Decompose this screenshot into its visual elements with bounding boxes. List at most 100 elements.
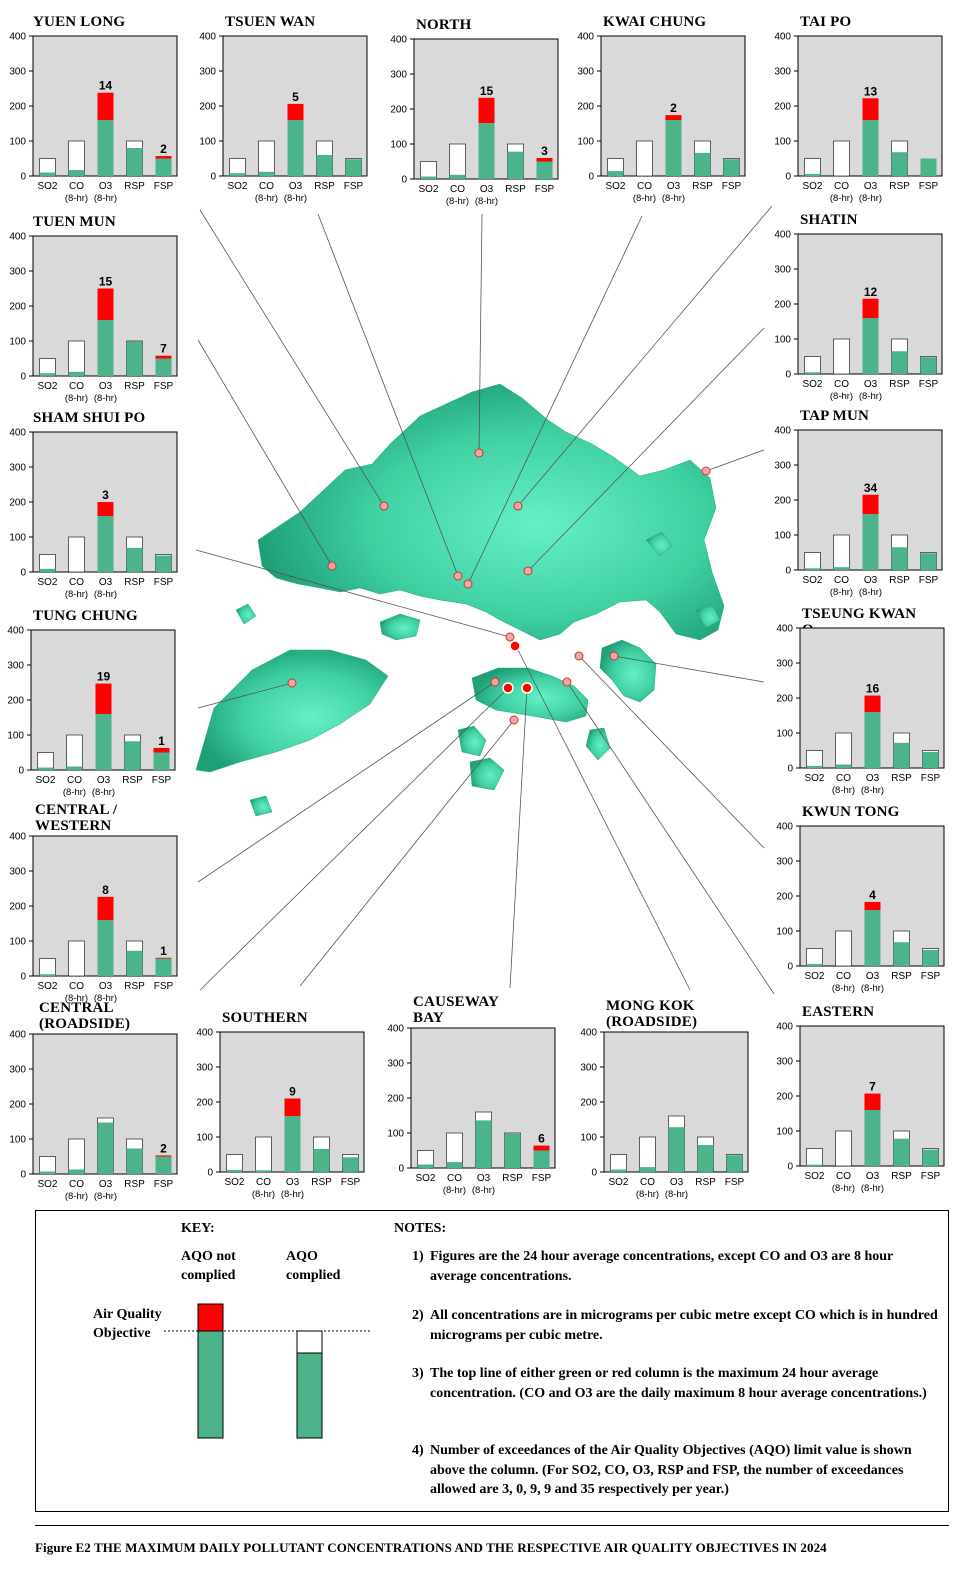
key-title: KEY: <box>181 1221 215 1236</box>
measured-bar <box>668 1127 685 1172</box>
station-chart-yuen-long: YUEN LONG 0 100 200 300 400 SO2 CO (8-hr) 14 O3 (8… <box>5 14 178 214</box>
measured-bar <box>920 357 937 374</box>
x-category-sublabel: (8-hr) <box>633 193 656 204</box>
x-category-label: CO <box>450 184 465 195</box>
x-category-sublabel: (8-hr) <box>65 993 88 1004</box>
x-category-sublabel: (8-hr) <box>665 1189 688 1200</box>
exceedance-bar <box>862 494 879 514</box>
x-category-sublabel: (8-hr) <box>859 587 882 598</box>
x-category-label: FSP <box>919 379 939 390</box>
x-category-label: RSP <box>889 181 910 192</box>
y-tick-label: 300 <box>774 67 791 78</box>
x-category-sublabel: (8-hr) <box>830 193 853 204</box>
station-title: TAI PO <box>800 14 852 30</box>
x-category-label: FSP <box>532 1173 552 1184</box>
y-tick-label: 400 <box>774 32 791 43</box>
y-tick-label: 100 <box>776 729 793 740</box>
measured-bar <box>417 1164 434 1168</box>
y-tick-label: 400 <box>776 624 793 635</box>
y-tick-label: 200 <box>390 105 407 116</box>
y-tick-label: 400 <box>9 232 26 243</box>
y-tick-label: 100 <box>774 335 791 346</box>
aqo-outline-bar <box>226 1154 243 1173</box>
x-category-label: FSP <box>921 773 941 784</box>
y-tick-label: 0 <box>207 1168 213 1179</box>
measured-bar <box>639 1167 656 1172</box>
x-category-label: CO <box>259 181 274 192</box>
y-tick-label: 200 <box>196 1098 213 1109</box>
measured-bar <box>804 568 821 570</box>
y-tick-label: 0 <box>785 370 791 381</box>
y-tick-label: 100 <box>387 1129 404 1140</box>
exceedance-count-label: 16 <box>866 682 880 696</box>
exceedance-bar <box>97 502 114 516</box>
exceedance-count-label: 2 <box>670 101 677 115</box>
x-category-label: SO2 <box>418 184 438 195</box>
aqo-outline-bar <box>639 1136 656 1173</box>
exceedance-bar <box>155 355 172 359</box>
x-category-label: O3 <box>864 181 878 192</box>
y-tick-label: 100 <box>776 927 793 938</box>
x-category-label: CO <box>69 181 84 192</box>
measured-bar <box>39 1171 56 1174</box>
x-category-sublabel: (8-hr) <box>255 193 278 204</box>
aqo-outline-bar <box>806 948 823 967</box>
exceedance-bar <box>536 158 553 162</box>
measured-bar <box>39 568 56 572</box>
y-tick-label: 0 <box>20 568 26 579</box>
aqo-outline-bar <box>39 958 56 977</box>
y-tick-label: 200 <box>7 696 24 707</box>
y-tick-label: 300 <box>9 267 26 278</box>
aqo-outline-bar <box>68 940 85 977</box>
x-category-label: SO2 <box>37 381 57 392</box>
y-tick-label: 100 <box>774 531 791 542</box>
station-title: MONG KOK (ROADSIDE) <box>606 998 698 1030</box>
note-item: 3) The top line of either green or red c… <box>412 1364 942 1403</box>
y-tick-label: 200 <box>776 892 793 903</box>
exceedance-count-label: 1 <box>158 734 165 748</box>
exceedance-count-label: 19 <box>97 670 111 684</box>
measured-bar <box>97 920 114 976</box>
y-tick-label: 200 <box>9 1100 26 1111</box>
y-tick-label: 400 <box>9 428 26 439</box>
x-category-label: FSP <box>154 577 174 588</box>
aqo-outline-bar <box>804 356 821 375</box>
y-tick-label: 100 <box>199 137 216 148</box>
x-category-label: RSP <box>124 577 145 588</box>
y-tick-label: 0 <box>401 175 407 186</box>
station-title: SHAM SHUI PO <box>33 410 146 426</box>
measured-bar <box>284 1116 301 1172</box>
note-item: 1) Figures are the 24 hour average conce… <box>412 1247 942 1286</box>
x-category-sublabel: (8-hr) <box>636 1189 659 1200</box>
measured-bar <box>723 159 740 176</box>
figure-caption: Figure E2 THE MAXIMUM DAILY POLLUTANT CO… <box>35 1525 949 1556</box>
measured-bar <box>804 372 821 374</box>
aqo-outline-bar <box>806 750 823 769</box>
measured-bar <box>126 341 143 376</box>
exceedance-bar <box>284 1098 301 1116</box>
aqo-outline-bar <box>804 158 821 177</box>
y-tick-label: 300 <box>9 67 26 78</box>
y-tick-label: 300 <box>9 867 26 878</box>
x-category-label: O3 <box>480 184 494 195</box>
exceedance-bar <box>153 747 170 753</box>
x-category-sublabel: (8-hr) <box>94 393 117 404</box>
x-category-label: CO <box>67 775 82 786</box>
aqo-outline-bar <box>68 536 85 573</box>
measured-bar <box>665 120 682 176</box>
x-category-sublabel: (8-hr) <box>861 785 884 796</box>
measured-bar <box>229 173 246 176</box>
y-tick-label: 400 <box>9 32 26 43</box>
x-category-sublabel: (8-hr) <box>832 785 855 796</box>
x-category-label: RSP <box>505 184 526 195</box>
x-category-label: O3 <box>99 577 113 588</box>
measured-bar <box>155 958 172 976</box>
y-tick-label: 200 <box>774 300 791 311</box>
x-category-label: RSP <box>124 981 145 992</box>
y-tick-label: 0 <box>591 1168 597 1179</box>
x-category-sublabel: (8-hr) <box>832 983 855 994</box>
x-category-label: SO2 <box>804 971 824 982</box>
measured-bar <box>95 714 112 770</box>
x-category-label: O3 <box>99 381 113 392</box>
station-title: TAP MUN <box>800 408 870 424</box>
